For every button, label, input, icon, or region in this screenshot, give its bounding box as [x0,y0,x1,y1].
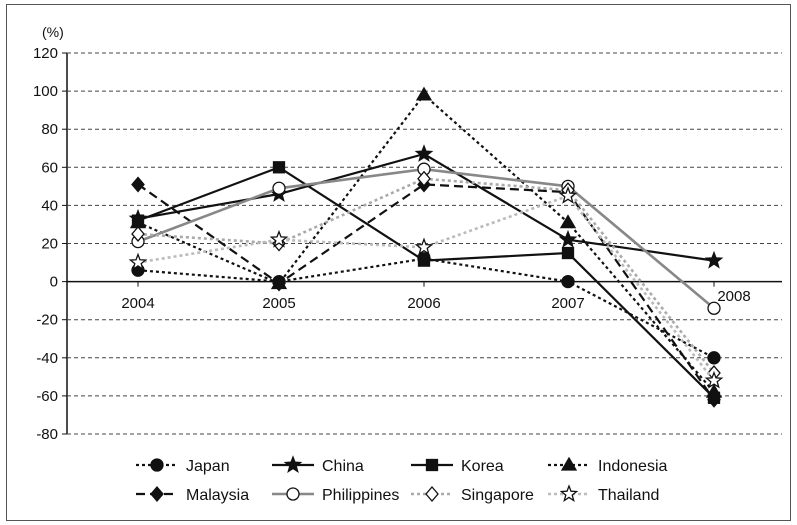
data-point-thailand [128,252,148,271]
data-point-philippines [707,301,721,315]
legend-item: Thailand [548,484,659,504]
data-point-japan [707,351,721,365]
series-philippines [131,162,721,315]
data-point-malaysia [272,275,286,292]
data-point-indonesia [559,214,577,229]
legend-label: China [322,458,364,475]
data-point-thailand [704,370,724,389]
data-point-thailand [269,229,289,248]
legend-marker [283,455,303,473]
data-point-thailand [558,186,578,204]
data-point-china [704,250,724,269]
y-tick-label: 120 [33,45,58,62]
series-malaysia [131,176,721,408]
legend-label: Thailand [598,487,659,504]
legend-item: Philippines [272,487,399,504]
legend-marker [560,456,578,471]
series-line-thailand [137,194,716,382]
data-point-china [414,144,434,162]
y-tick-label: 40 [41,197,58,214]
legend-marker [150,458,164,472]
legend-label: Indonesia [598,458,667,475]
legend-label: Malaysia [186,487,249,504]
legend: Japan China Korea Indonesia Malaysia Philippi… [136,455,667,504]
legend-marker [286,487,300,501]
data-point-malaysia [707,391,721,408]
data-point-korea [272,161,286,174]
series-line-malaysia [137,183,715,401]
legend-item: Malaysia [136,486,249,504]
x-tick-label: 2004 [121,295,154,312]
y-tick-label: -80 [36,426,58,443]
series-line-korea [137,166,715,399]
legend-item: Singapore [411,486,534,504]
y-tick-label: 100 [33,83,58,100]
legend-marker [559,484,579,502]
data-point-indonesia [415,86,433,101]
y-tick-label: -40 [36,350,58,367]
legend-label: Japan [186,458,230,475]
y-tick-label: 80 [41,121,58,138]
x-tick-label: 2005 [262,295,295,312]
y-tick-label: 60 [41,159,58,176]
y-tick-label: -60 [36,388,58,405]
legend-label: Philippines [322,487,399,504]
data-point-philippines [272,181,286,195]
data-point-korea [417,254,431,267]
data-point-thailand [414,237,434,256]
y-axis-unit: (%) [42,24,64,40]
legend-item: Korea [411,458,504,475]
y-tick-label: 20 [41,236,58,253]
legend-item: China [272,455,364,475]
data-point-japan [561,274,575,289]
legend-item: Indonesia [548,456,667,475]
data-point-malaysia [131,176,145,193]
series-thailand [128,186,724,389]
x-tick-label: 2006 [407,295,440,312]
legend-marker [425,458,439,472]
y-tick-label: 0 [50,274,58,291]
legend-label: Singapore [461,487,534,504]
legend-marker [425,486,439,502]
legend-item: Japan [136,458,230,475]
x-tick-label: 2008 [717,288,750,305]
legend-label: Korea [461,458,504,475]
x-tick-label: 2007 [551,295,584,312]
series-singapore [131,170,721,382]
data-point-china [558,229,578,248]
data-point-singapore [131,225,145,242]
y-tick-label: -20 [36,312,58,329]
legend-marker [150,486,164,502]
data-point-singapore [417,170,431,187]
data-point-korea [561,246,575,260]
